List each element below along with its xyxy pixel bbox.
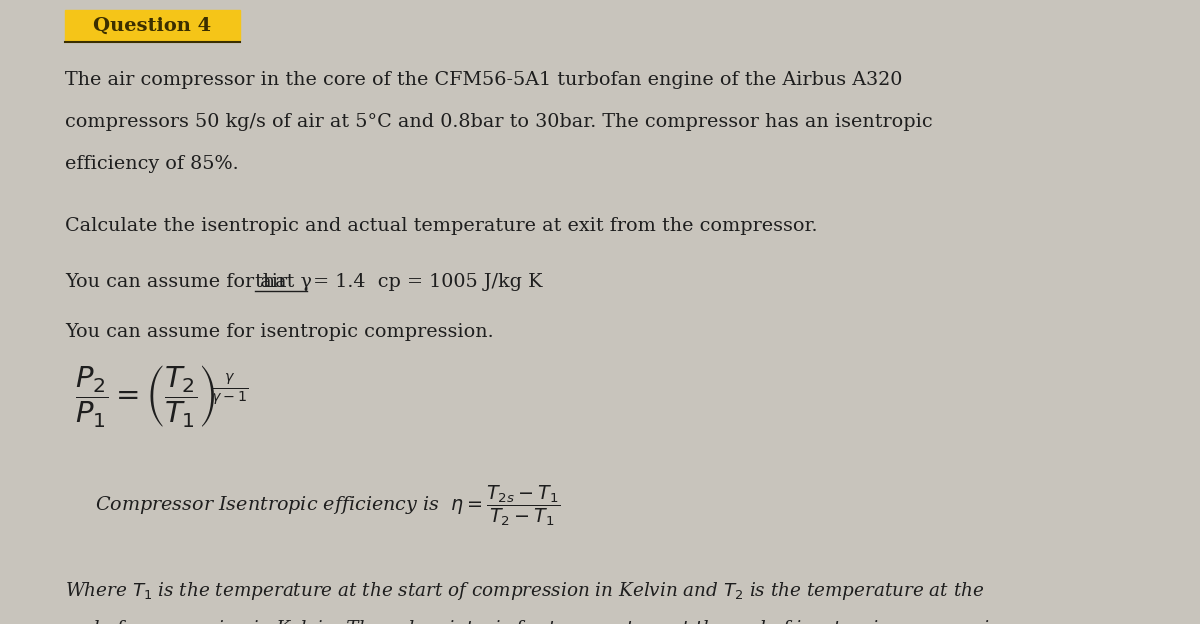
Text: The air compressor in the core of the CFM56-5A1 turbofan engine of the Airbus A3: The air compressor in the core of the CF… xyxy=(65,71,902,89)
Text: Question 4: Question 4 xyxy=(94,17,211,35)
Text: Where $T_1$ is the temperature at the start of compression in Kelvin and $T_2$ i: Where $T_1$ is the temperature at the st… xyxy=(65,580,984,602)
Text: end of compression in Kelvin. The subscript s is for temperature at the end of i: end of compression in Kelvin. The subscr… xyxy=(65,620,1018,624)
Text: Compressor Isentropic efficiency is  $\eta = \dfrac{T_{2s} - T_1}{T_2 - T_1}$: Compressor Isentropic efficiency is $\et… xyxy=(95,484,560,529)
Text: compressors 50 kg/s of air at 5°C and 0.8bar to 30bar. The compressor has an ise: compressors 50 kg/s of air at 5°C and 0.… xyxy=(65,113,932,131)
Text: = 1.4  cp = 1005 J/kg K: = 1.4 cp = 1005 J/kg K xyxy=(307,273,542,291)
Text: Calculate the isentropic and actual temperature at exit from the compressor.: Calculate the isentropic and actual temp… xyxy=(65,217,817,235)
Text: You can assume for isentropic compression.: You can assume for isentropic compressio… xyxy=(65,323,493,341)
Text: You can assume for air: You can assume for air xyxy=(65,273,293,291)
Text: that γ: that γ xyxy=(256,273,312,291)
Text: $\dfrac{P_2}{P_1} = \left(\dfrac{T_2}{T_1}\right)^{\!\!\frac{\gamma}{\gamma-1}}$: $\dfrac{P_2}{P_1} = \left(\dfrac{T_2}{T_… xyxy=(74,363,248,429)
Text: efficiency of 85%.: efficiency of 85%. xyxy=(65,155,239,173)
FancyBboxPatch shape xyxy=(65,10,240,40)
